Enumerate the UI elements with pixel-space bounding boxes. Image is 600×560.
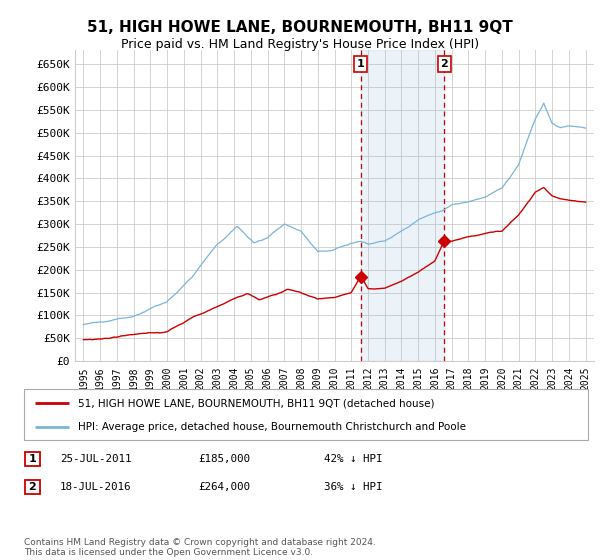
Text: Contains HM Land Registry data © Crown copyright and database right 2024.
This d: Contains HM Land Registry data © Crown c… <box>24 538 376 557</box>
Text: Price paid vs. HM Land Registry's House Price Index (HPI): Price paid vs. HM Land Registry's House … <box>121 38 479 51</box>
Text: HPI: Average price, detached house, Bournemouth Christchurch and Poole: HPI: Average price, detached house, Bour… <box>77 422 466 432</box>
Text: 2: 2 <box>440 59 448 69</box>
Text: 2: 2 <box>29 482 36 492</box>
Text: 1: 1 <box>357 59 365 69</box>
FancyBboxPatch shape <box>25 479 40 494</box>
FancyBboxPatch shape <box>25 451 40 466</box>
FancyBboxPatch shape <box>24 389 588 440</box>
Bar <box>361 50 444 361</box>
Text: 18-JUL-2016: 18-JUL-2016 <box>60 482 131 492</box>
Text: 51, HIGH HOWE LANE, BOURNEMOUTH, BH11 9QT (detached house): 51, HIGH HOWE LANE, BOURNEMOUTH, BH11 9Q… <box>77 398 434 408</box>
Text: 42% ↓ HPI: 42% ↓ HPI <box>324 454 383 464</box>
Text: 1: 1 <box>29 454 36 464</box>
Text: 36% ↓ HPI: 36% ↓ HPI <box>324 482 383 492</box>
Text: 25-JUL-2011: 25-JUL-2011 <box>60 454 131 464</box>
Text: £185,000: £185,000 <box>198 454 250 464</box>
Text: 51, HIGH HOWE LANE, BOURNEMOUTH, BH11 9QT: 51, HIGH HOWE LANE, BOURNEMOUTH, BH11 9Q… <box>87 20 513 35</box>
Text: £264,000: £264,000 <box>198 482 250 492</box>
